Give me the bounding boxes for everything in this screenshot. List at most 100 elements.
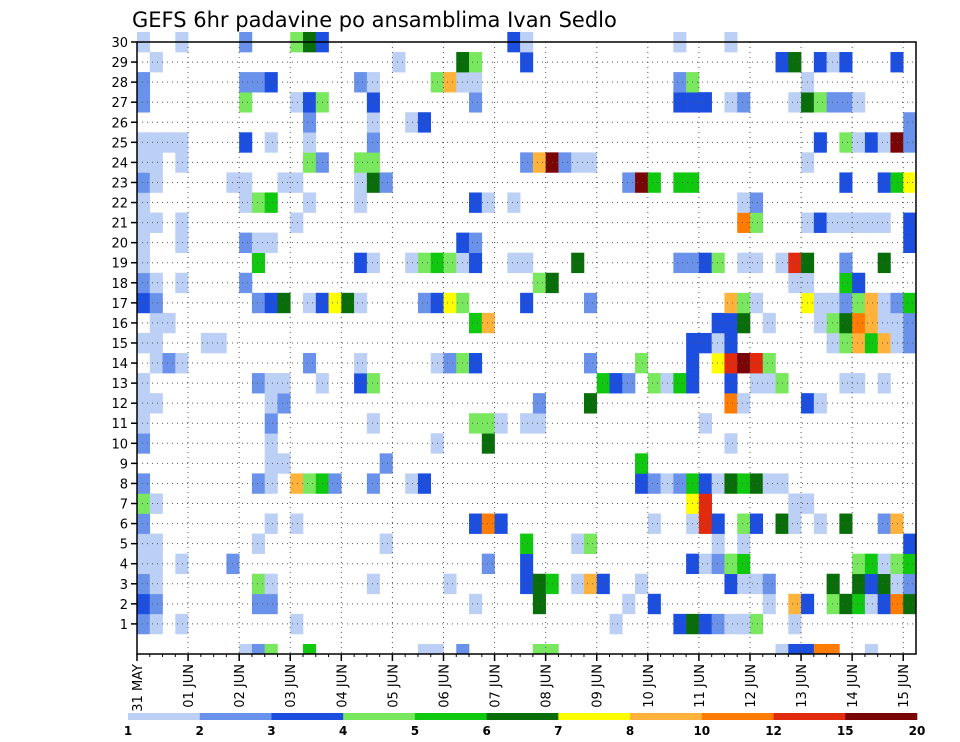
heatmap-cell [864,212,878,233]
heatmap-cell [673,252,687,274]
y-tick-label: 12 [111,397,128,412]
heatmap-cell [839,292,853,314]
heatmap-cell [852,332,866,354]
y-tick-label: 1 [120,618,128,633]
heatmap-cell [137,553,151,575]
y-axis-ticks: 1234567891011121314151617181920212223242… [111,36,137,633]
heatmap-cell [762,473,776,494]
heatmap-cell [251,593,265,615]
heatmap-cell [239,643,253,655]
heatmap-cell [430,643,444,655]
heatmap-cell [366,373,380,394]
legend-swatch [343,713,416,720]
heatmap-cell [149,332,163,354]
heatmap-cell [481,192,495,213]
heatmap-cell [826,212,840,233]
heatmap-cell [303,292,317,314]
y-tick-label: 11 [111,417,128,432]
heatmap-cell [417,643,432,655]
heatmap-cell [635,473,649,494]
y-tick-label: 24 [111,156,128,171]
heatmap-cell [264,232,278,253]
heatmap-cell [379,533,393,554]
heatmap-cell [366,413,380,434]
x-tick-label: 03 JUN [284,664,299,708]
heatmap-cell [532,413,546,434]
heatmap-cell [583,533,598,554]
y-tick-label: 27 [111,96,128,111]
heatmap-cell [149,393,163,414]
heatmap-cell [749,573,764,595]
heatmap-cell [328,292,342,314]
x-tick-label: 10 JUN [642,664,657,708]
heatmap-cell [379,453,393,474]
heatmap-cell [698,613,712,635]
heatmap-cell [443,252,457,274]
heatmap-cell [277,453,291,474]
heatmap-cell [532,152,546,173]
y-tick-label: 3 [120,578,128,593]
heatmap-cell [277,393,291,414]
heatmap-cell [788,593,802,615]
heatmap-cell [149,152,163,173]
heatmap-cell [839,92,853,113]
heatmap-cell [137,393,151,414]
heatmap-cell [762,573,776,595]
heatmap-cell [520,533,534,554]
heatmap-cell [239,72,253,93]
heatmap-cell [903,232,917,253]
x-tick-label: 15 JUN [897,664,912,708]
heatmap-cell [839,172,853,193]
legend-swatch [773,713,846,720]
heatmap-cell [737,533,751,554]
heatmap-cell [749,613,764,635]
heatmap-cell [903,553,917,575]
legend-label: 4 [339,724,347,738]
heatmap-cell [583,573,598,595]
x-tick-label: 09 JUN [591,664,606,708]
heatmap-cell [801,643,815,655]
heatmap-cell [737,353,751,374]
y-tick-label: 10 [111,437,128,452]
heatmap-cell [724,332,738,354]
heatmap-cell [890,312,904,334]
heatmap-cell [724,373,738,394]
heatmap-cell [903,212,917,233]
heatmap-cell [826,573,840,595]
heatmap-cell [239,232,253,253]
y-tick-label: 17 [111,297,128,312]
heatmap-cell [737,292,751,314]
heatmap-cell [852,573,866,595]
heatmap-cell [647,513,661,534]
heatmap-cell [456,643,470,655]
heatmap-cell [864,593,878,615]
heatmap-cell [149,533,163,554]
legend-swatch [630,713,703,720]
heatmap-cell [213,332,227,354]
heatmap-cell [443,573,457,595]
heatmap-cell [149,353,163,374]
heatmap-cell [583,393,598,414]
legend-label: 10 [693,724,710,738]
heatmap-cell [520,553,534,575]
legend-label: 1 [124,724,132,738]
heatmap-cell [469,593,483,615]
y-tick-label: 23 [111,176,128,191]
heatmap-cell [520,252,534,274]
heatmap-cell [264,433,278,454]
heatmap-cell [622,373,636,394]
legend-label: 8 [626,724,634,738]
heatmap-cell [149,272,163,294]
heatmap-cell [852,132,866,153]
heatmap-cell [175,613,189,635]
y-tick-label: 5 [120,538,128,553]
heatmap-cell [354,373,368,394]
legend-label: 20 [909,724,926,738]
heatmap-cell [673,72,687,93]
legend-label: 2 [196,724,204,738]
heatmap-cell [813,92,827,113]
x-tick-label: 07 JUN [489,664,504,708]
heatmap-cell [303,92,317,113]
heatmap-cell [239,272,253,294]
heatmap-cell [303,112,317,133]
